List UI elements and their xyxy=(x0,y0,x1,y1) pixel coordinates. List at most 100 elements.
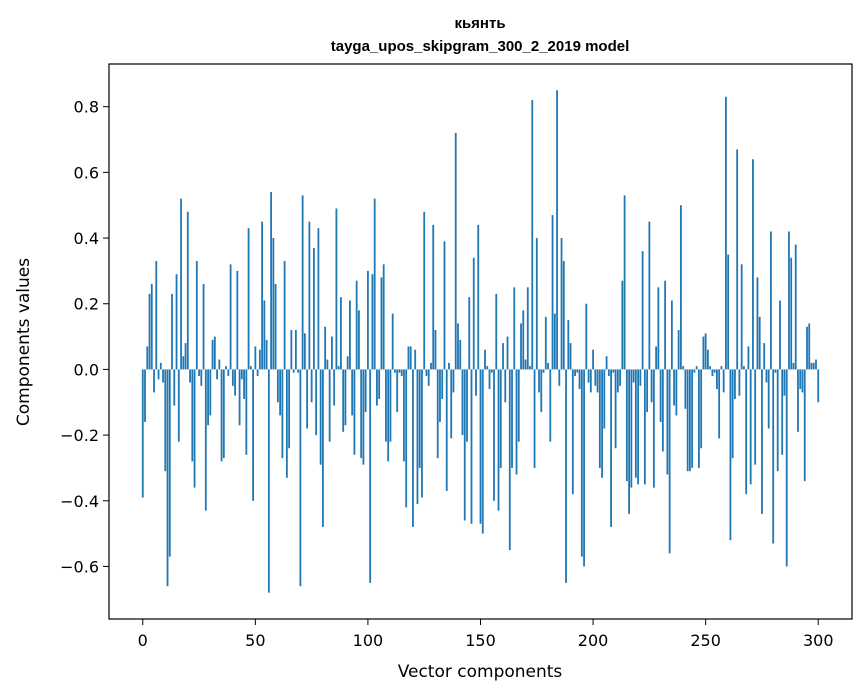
bar-65 xyxy=(288,369,291,449)
bar-99 xyxy=(364,369,367,413)
bar-267 xyxy=(743,366,745,370)
y-axis-label: Components values xyxy=(14,258,34,426)
bar-190 xyxy=(569,343,572,370)
bar-80 xyxy=(321,369,324,528)
bar-88 xyxy=(340,297,342,370)
bar-221 xyxy=(639,369,642,386)
y-tick-label: 0.2 xyxy=(74,295,99,314)
bar-250 xyxy=(704,333,707,370)
bar-139 xyxy=(454,132,457,370)
bar-165 xyxy=(513,287,516,370)
bar-222 xyxy=(641,251,644,370)
bar-47 xyxy=(247,228,250,370)
bar-160 xyxy=(502,343,504,370)
bar-64 xyxy=(285,369,288,478)
bar-252 xyxy=(709,366,712,370)
bar-288 xyxy=(790,257,793,370)
bar-27 xyxy=(202,284,205,370)
bar-54 xyxy=(263,300,266,370)
bar-59 xyxy=(274,284,277,370)
bar-153 xyxy=(486,366,489,370)
bar-191 xyxy=(571,369,574,495)
bar-189 xyxy=(567,320,570,370)
bar-237 xyxy=(675,369,678,416)
bars-group xyxy=(141,90,820,593)
bar-244 xyxy=(691,369,694,468)
bar-136 xyxy=(448,362,450,370)
bar-192 xyxy=(574,369,576,376)
bar-108 xyxy=(385,369,387,442)
bar-21 xyxy=(189,369,191,383)
bar-62 xyxy=(281,369,284,459)
bar-10 xyxy=(164,369,167,472)
bar-119 xyxy=(409,346,412,370)
bar-145 xyxy=(468,297,471,370)
bar-28 xyxy=(204,369,207,511)
bar-150 xyxy=(479,369,482,524)
bar-173 xyxy=(531,100,534,370)
bar-112 xyxy=(394,369,396,373)
bar-159 xyxy=(499,369,502,468)
bar-58 xyxy=(272,238,275,370)
bar-277 xyxy=(765,369,768,383)
chart-subtitle: tayga_upos_skipgram_300_2_2019 model xyxy=(331,38,630,55)
bar-18 xyxy=(182,356,185,370)
bar-300 xyxy=(817,369,820,403)
bar-30 xyxy=(209,369,212,416)
y-tick-label: 0.4 xyxy=(74,229,99,248)
bar-210 xyxy=(614,369,617,449)
bar-24 xyxy=(195,261,198,370)
bar-131 xyxy=(436,369,439,459)
y-tick-label: −0.4 xyxy=(60,492,99,511)
bar-51 xyxy=(256,369,259,376)
bar-22 xyxy=(191,369,194,462)
bar-259 xyxy=(725,96,727,370)
bar-234 xyxy=(668,369,671,554)
bar-168 xyxy=(520,323,522,370)
bar-125 xyxy=(423,211,426,370)
bar-214 xyxy=(623,195,626,370)
bar-223 xyxy=(643,369,646,485)
bar-232 xyxy=(664,280,667,370)
y-tick-label: −0.2 xyxy=(60,426,99,445)
bar-70 xyxy=(299,369,302,587)
bar-2 xyxy=(146,346,149,370)
bar-126 xyxy=(425,369,428,376)
bar-216 xyxy=(628,369,630,514)
bar-248 xyxy=(700,369,703,449)
bar-181 xyxy=(549,369,552,442)
bar-39 xyxy=(229,264,232,370)
bar-71 xyxy=(301,195,304,370)
bar-138 xyxy=(452,369,455,393)
bar-45 xyxy=(243,369,245,399)
y-tick-label: −0.6 xyxy=(60,557,99,576)
x-tick-label: 300 xyxy=(803,631,834,650)
bar-205 xyxy=(603,369,606,429)
bar-106 xyxy=(380,277,383,370)
bar-208 xyxy=(610,369,612,528)
bar-169 xyxy=(522,310,525,370)
bar-272 xyxy=(754,369,757,465)
bar-230 xyxy=(659,369,662,422)
bar-297 xyxy=(810,362,813,370)
bar-107 xyxy=(382,264,385,370)
bar-9 xyxy=(162,369,164,383)
bar-269 xyxy=(747,346,750,370)
bar-3 xyxy=(148,293,151,370)
x-axis-label: Vector components xyxy=(398,662,563,682)
bar-238 xyxy=(677,330,680,370)
bar-37 xyxy=(225,366,227,370)
bar-93 xyxy=(351,369,354,416)
bar-46 xyxy=(245,369,248,455)
bar-188 xyxy=(565,369,567,583)
bar-186 xyxy=(560,238,563,370)
bar-149 xyxy=(477,224,480,370)
bar-240 xyxy=(682,366,685,370)
bar-220 xyxy=(637,369,640,485)
bar-60 xyxy=(276,369,279,403)
bar-171 xyxy=(526,287,529,370)
bar-258 xyxy=(722,369,725,393)
bar-298 xyxy=(812,362,815,370)
bar-215 xyxy=(625,369,628,482)
bar-55 xyxy=(265,339,268,370)
